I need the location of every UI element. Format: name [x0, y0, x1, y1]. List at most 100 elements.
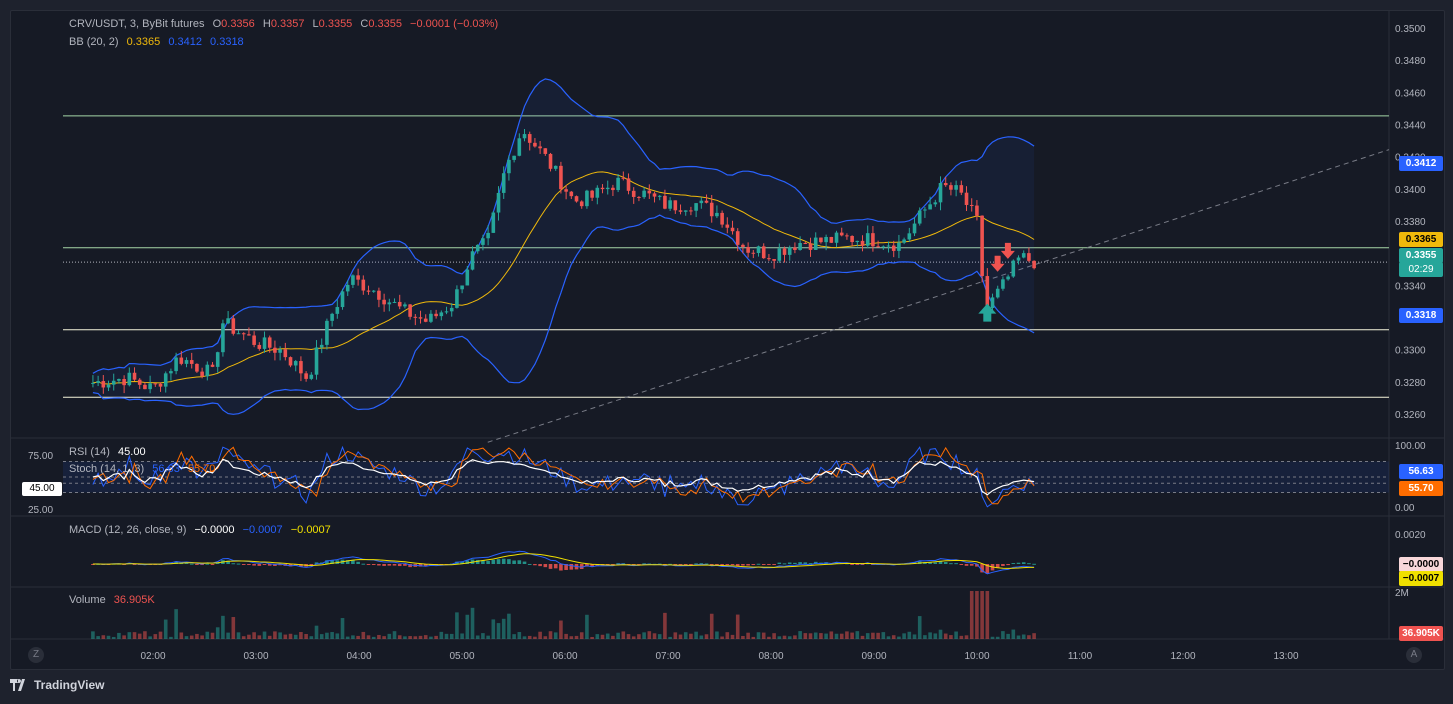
chart-canvas[interactable]: 0.35000.34800.34600.34400.34200.34000.33…	[11, 11, 1444, 669]
sell-signal-arrow	[990, 255, 1005, 272]
macd-histogram-bar	[751, 564, 756, 565]
volume-bar	[241, 636, 246, 639]
candle-body	[371, 290, 376, 292]
time-axis-tick: 12:00	[1170, 651, 1195, 662]
macd-histogram-bar	[933, 562, 938, 564]
volume-bar	[938, 629, 943, 639]
volume-bar	[288, 633, 293, 639]
macd-histogram-bar	[1016, 562, 1021, 564]
candle-body	[184, 360, 189, 364]
volume-bar	[860, 635, 865, 639]
candle-body	[382, 299, 386, 305]
volume-bar	[137, 633, 142, 639]
auto-scale-right-button[interactable]: A	[1406, 647, 1422, 663]
macd-histogram-bar	[288, 564, 293, 567]
candle-body	[611, 187, 615, 191]
volume-bar	[969, 591, 974, 639]
volume-bar	[845, 631, 849, 639]
candle-body	[579, 201, 584, 207]
macd-histogram-bar	[278, 564, 282, 566]
volume-bar	[377, 634, 381, 639]
candle-body	[111, 380, 116, 385]
volume-bar	[553, 632, 558, 639]
sell-signal-arrow	[1000, 242, 1015, 259]
volume-bar	[361, 631, 366, 639]
macd-histogram-bar	[325, 560, 329, 564]
macd-histogram-bar	[631, 564, 636, 565]
candle-body	[96, 381, 100, 383]
stoch-d-tag: 55.70	[1399, 481, 1443, 496]
macd-histogram-bar	[210, 564, 215, 565]
volume-bar	[616, 632, 620, 639]
auto-scale-left-button[interactable]: Z	[28, 647, 44, 663]
time-axis-tick: 11:00	[1068, 651, 1093, 662]
candle-body	[980, 215, 984, 277]
macd-histogram-bar	[590, 564, 594, 568]
volume-bar	[455, 612, 459, 639]
macd-histogram-bar	[517, 560, 522, 564]
volume-bar	[200, 635, 204, 639]
macd-histogram-bar	[746, 564, 750, 566]
macd-histogram-bar	[715, 564, 719, 565]
volume-bar	[434, 635, 438, 639]
macd-histogram-bar	[408, 564, 412, 568]
tradingview-logo[interactable]: TradingView	[10, 678, 104, 692]
volume-bar	[319, 634, 324, 639]
volume-bar	[221, 615, 225, 639]
volume-bar	[533, 636, 537, 639]
rsi-axis-tick: 100.00	[1395, 441, 1426, 452]
volume-bar	[158, 631, 163, 639]
macd-histogram-bar	[299, 564, 303, 567]
candle-body	[335, 307, 340, 314]
volume-bar	[668, 636, 672, 639]
volume-bar	[808, 633, 813, 639]
candle-body	[117, 379, 121, 381]
tradingview-icon	[10, 679, 25, 691]
candle-body	[455, 289, 459, 308]
volume-bar	[730, 634, 735, 639]
bollinger-lower-line	[92, 214, 1035, 415]
volume-bar	[943, 633, 948, 639]
macd-histogram-bar	[481, 560, 485, 564]
candle-body	[195, 363, 199, 372]
candle-body	[262, 337, 267, 349]
candle-body	[330, 313, 334, 321]
candle-body	[221, 323, 225, 353]
candle-body	[621, 177, 626, 179]
candle-body	[933, 202, 938, 205]
low-value: 0.3355	[318, 18, 353, 30]
candle-body	[460, 285, 464, 290]
macd-histogram-bar	[1021, 562, 1026, 564]
candle-body	[564, 189, 568, 192]
candle-body	[652, 193, 657, 197]
macd-axis-tick: 0.0020	[1395, 530, 1426, 541]
time-axis-tick: 06:00	[552, 651, 577, 662]
candle-body	[746, 246, 750, 253]
volume-bar	[1021, 634, 1026, 639]
candle-body	[663, 195, 667, 209]
macd-histogram-bar	[938, 560, 943, 564]
candle-body	[512, 155, 516, 160]
volume-bar	[985, 591, 990, 639]
volume-bar	[923, 635, 927, 639]
trend-line	[487, 149, 1390, 443]
volume-bar	[408, 636, 412, 639]
macd-histogram-bar	[356, 561, 360, 564]
candle-body	[954, 185, 958, 190]
stoch-label: Stoch (14, 1, 3)	[69, 463, 145, 475]
candle-body	[839, 232, 844, 236]
candle-body	[595, 187, 600, 198]
macd-line	[92, 550, 1035, 575]
volume-tag: 36.905K	[1399, 626, 1443, 641]
macd-histogram-bar	[257, 564, 262, 566]
candle-body	[299, 361, 303, 374]
volume-bar	[101, 635, 106, 639]
volume-bar	[715, 631, 719, 639]
volume-bar	[647, 631, 652, 639]
volume-bar	[574, 635, 579, 639]
candle-body	[1001, 279, 1005, 289]
volume-bar	[637, 634, 641, 639]
volume-bar	[595, 634, 600, 639]
volume-bar	[590, 636, 594, 639]
volume-bar	[522, 636, 527, 639]
